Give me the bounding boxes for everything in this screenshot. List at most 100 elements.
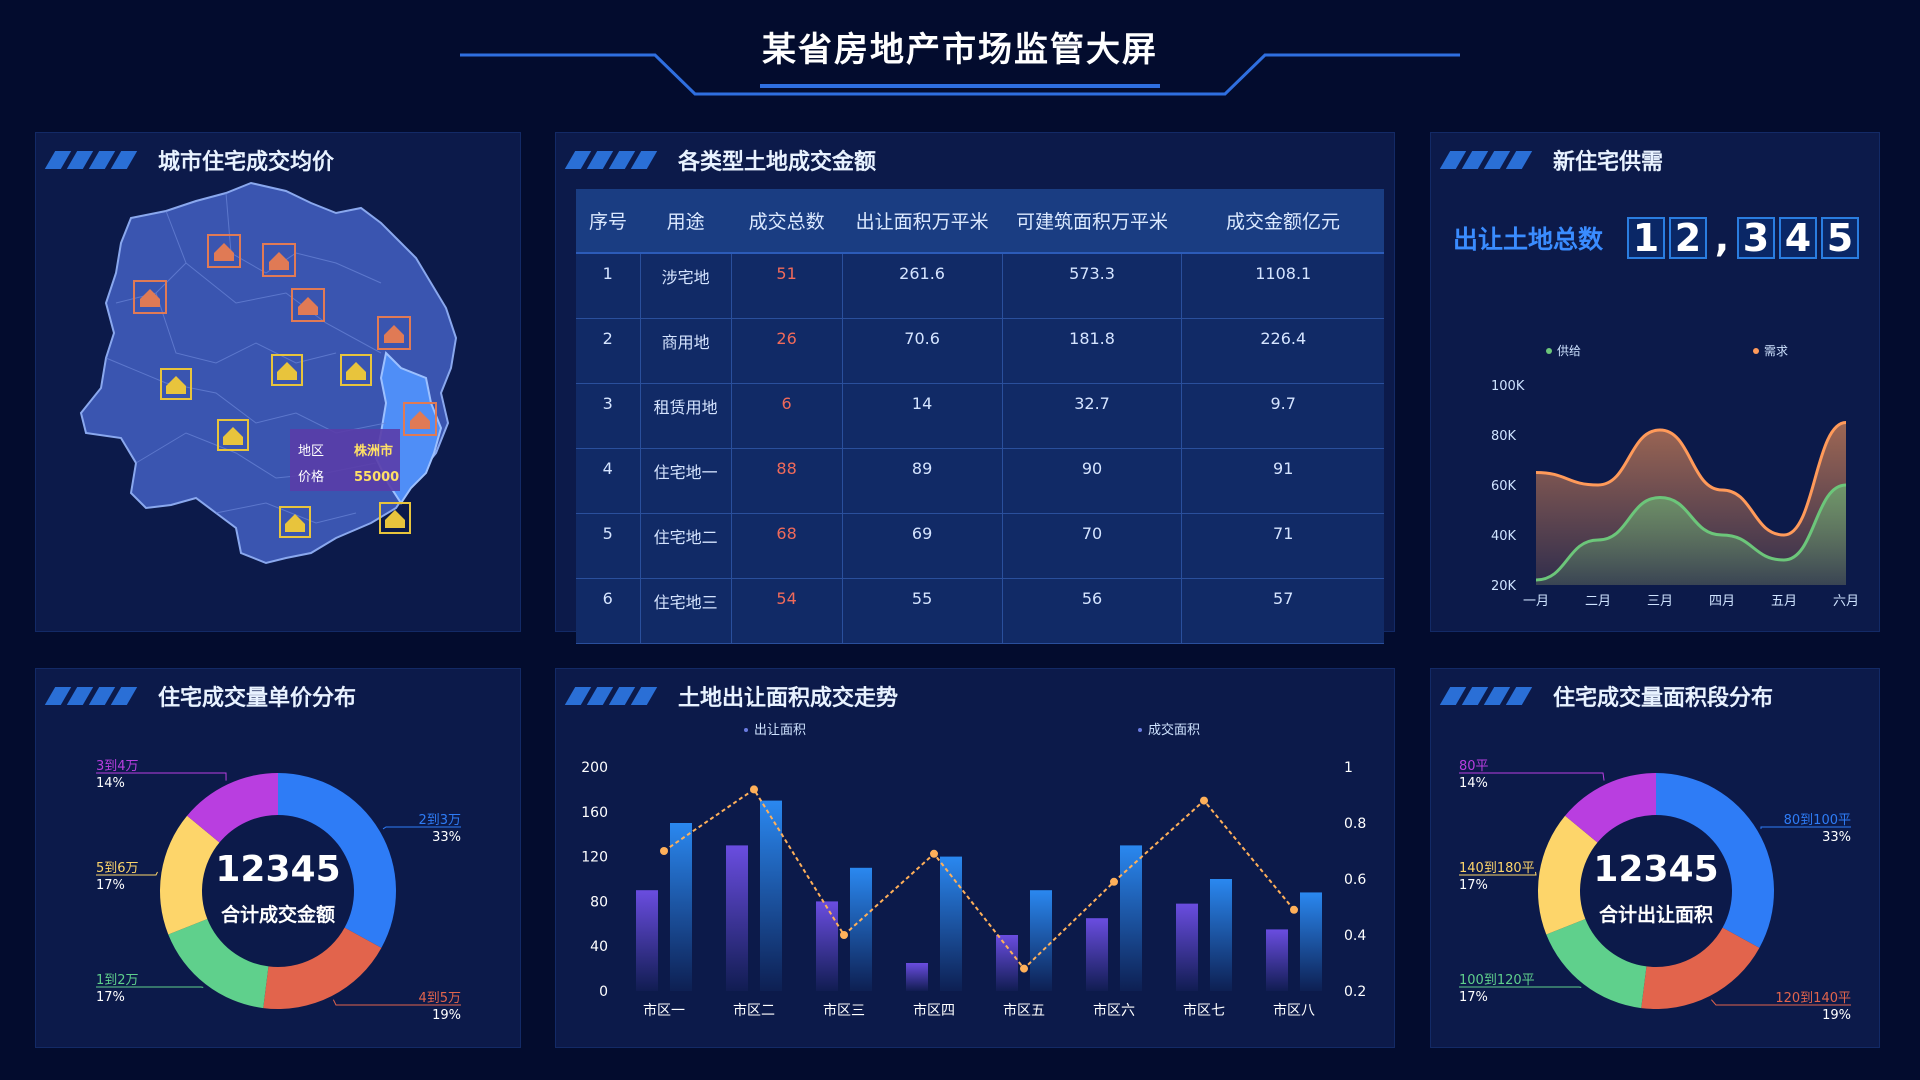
- x-tick-label: 六月: [1833, 594, 1859, 609]
- panel-title: 土地出让面积成交走势: [678, 686, 899, 711]
- slice-name: 5到6万: [96, 861, 139, 876]
- x-tick-label: 市区二: [733, 1002, 775, 1019]
- table-row[interactable]: 3 租赁用地 6 14 32.7 9.7: [576, 383, 1384, 449]
- donut-slice[interactable]: [168, 918, 269, 1009]
- table-cell: 69: [841, 513, 1003, 579]
- donut-center-value: 12345: [215, 849, 340, 890]
- table-header-cell: 成交总数: [731, 189, 843, 254]
- line-point: [1110, 877, 1118, 886]
- table-header-cell: 序号: [576, 189, 641, 254]
- slice-percent: 19%: [432, 1008, 461, 1023]
- bar-a: [996, 935, 1018, 991]
- area-donut-chart: 80到100平 33% 120到140平 19% 100到120平 17% 140到180平…: [1459, 759, 1851, 1023]
- table-header-cell: 出让面积万平米: [842, 189, 1003, 254]
- land-table-panel: 各类型土地成交金额 序号 用途 成交总数 出让面积万平米 可建筑面积万平米 成交金额亿元 …: [555, 132, 1395, 644]
- slice-name: 1到2万: [96, 973, 139, 988]
- table-cell: 70: [1001, 513, 1182, 579]
- table-cell: 573.3: [1001, 253, 1182, 319]
- area-dist-panel: 住宅成交量面积段分布 80到100平 33% 120到140平 19% 100到120平…: [1430, 668, 1880, 1048]
- province-map[interactable]: 地区 株洲市 价格 55000: [36, 133, 522, 633]
- donut-slice[interactable]: [1656, 773, 1774, 948]
- table-row[interactable]: 1 涉宅地 51 261.6 573.3 1108.1: [576, 253, 1384, 319]
- y-left-tick-label: 200: [581, 760, 608, 776]
- table-row[interactable]: 5 住宅地二 68 69 70 71: [576, 513, 1384, 579]
- map-panel: 城市住宅成交均价 地区: [35, 132, 521, 632]
- donut-slice[interactable]: [1641, 927, 1760, 1009]
- table-cell: 32.7: [1001, 383, 1182, 449]
- land-trend-chart: 200 160 120 80 40 0 1 0.8 0.6 0.4 0.2 市区一 市区二 市区三 市区四 市…: [581, 722, 1366, 1019]
- label-leader: [96, 772, 227, 781]
- table-cell: 2: [576, 318, 641, 384]
- x-tick-label: 市区三: [823, 1002, 865, 1019]
- table-row[interactable]: 4 住宅地一 88 89 90 91: [576, 448, 1384, 514]
- donut-center-label: 合计出让面积: [1599, 903, 1713, 926]
- slice-name: 120到140平: [1775, 991, 1851, 1006]
- y-tick-label: 60K: [1491, 479, 1517, 494]
- legend-dot: [1546, 348, 1552, 354]
- counter-label: 出让土地总数: [1453, 225, 1604, 254]
- series-area: [1536, 485, 1846, 585]
- bar-b: [1210, 879, 1232, 991]
- bar-a: [1176, 903, 1198, 991]
- slice-percent: 19%: [1822, 1008, 1851, 1023]
- donut-slice[interactable]: [187, 773, 278, 843]
- line-point: [1290, 905, 1298, 914]
- y-right-tick-label: 0.8: [1344, 816, 1366, 832]
- table-cell: 住宅地三: [639, 578, 732, 644]
- map-markers: [133, 234, 437, 538]
- bar-b: [1030, 890, 1052, 991]
- header-frame: [460, 53, 1460, 96]
- slice-percent: 17%: [96, 990, 125, 1005]
- table-cell: 91: [1181, 448, 1384, 514]
- land-table: 序号 用途 成交总数 出让面积万平米 可建筑面积万平米 成交金额亿元 1 涉宅地 51 261.…: [576, 189, 1384, 644]
- series-line: [1535, 421, 1847, 537]
- table-cell: 1108.1: [1181, 253, 1384, 319]
- table-cell: 涉宅地: [639, 253, 732, 319]
- table-cell: 226.4: [1181, 318, 1384, 384]
- bar-b: [670, 823, 692, 991]
- legend-label: 出让面积: [754, 723, 806, 738]
- x-tick-label: 市区八: [1273, 1002, 1315, 1019]
- land-trend-panel: 土地出让面积成交走势 200 160 120 80 40 0 1 0.8 0.6 0.4 0.2 市区…: [555, 668, 1395, 1048]
- table-cell: 6: [576, 578, 641, 644]
- donut-slice[interactable]: [1565, 773, 1656, 843]
- slice-name: 4到5万: [418, 991, 461, 1006]
- y-tick-label: 80K: [1491, 429, 1517, 444]
- legend-dot: [1138, 728, 1142, 732]
- table-cell: 261.6: [841, 253, 1003, 319]
- page-title: 某省房地产市场监管大屏: [762, 30, 1158, 70]
- tooltip-price-value: 55000: [354, 470, 399, 485]
- slice-percent: 14%: [1459, 776, 1488, 791]
- donut-slice[interactable]: [160, 815, 220, 935]
- table-row[interactable]: 6 住宅地三 54 55 56 57: [576, 578, 1384, 644]
- counter-digit: 4: [1779, 217, 1818, 259]
- label-leader: [1459, 871, 1537, 876]
- line-point: [660, 847, 668, 855]
- y-left-tick-label: 40: [590, 939, 608, 955]
- panel-title: 新住宅供需: [1553, 150, 1664, 175]
- table-cell: 14: [841, 383, 1003, 449]
- bar-b: [940, 856, 962, 991]
- table-header-cell: 用途: [640, 189, 732, 254]
- table-cell: 57: [1181, 578, 1384, 644]
- table-cell: 70.6: [841, 318, 1003, 384]
- line-point: [1200, 796, 1208, 805]
- table-cell: 68: [730, 513, 843, 579]
- table-header-cell: 成交金额亿元: [1181, 189, 1384, 254]
- donut-slice[interactable]: [1538, 815, 1598, 935]
- donut-slice[interactable]: [263, 927, 382, 1009]
- donut-slice[interactable]: [1546, 918, 1647, 1009]
- slice-name: 100到120平: [1459, 973, 1535, 988]
- slice-name: 3到4万: [96, 759, 139, 774]
- header: 某省房地产市场监管大屏: [0, 0, 1920, 110]
- table-row[interactable]: 2 商用地 26 70.6 181.8 226.4: [576, 318, 1384, 384]
- line-point: [1020, 964, 1028, 973]
- y-left-tick-label: 80: [590, 894, 608, 910]
- y-tick-label: 100K: [1491, 379, 1525, 394]
- x-tick-label: 市区一: [643, 1002, 685, 1019]
- table-cell: 90: [1001, 448, 1182, 514]
- y-left-tick-label: 120: [581, 850, 608, 866]
- donut-slice[interactable]: [278, 773, 396, 948]
